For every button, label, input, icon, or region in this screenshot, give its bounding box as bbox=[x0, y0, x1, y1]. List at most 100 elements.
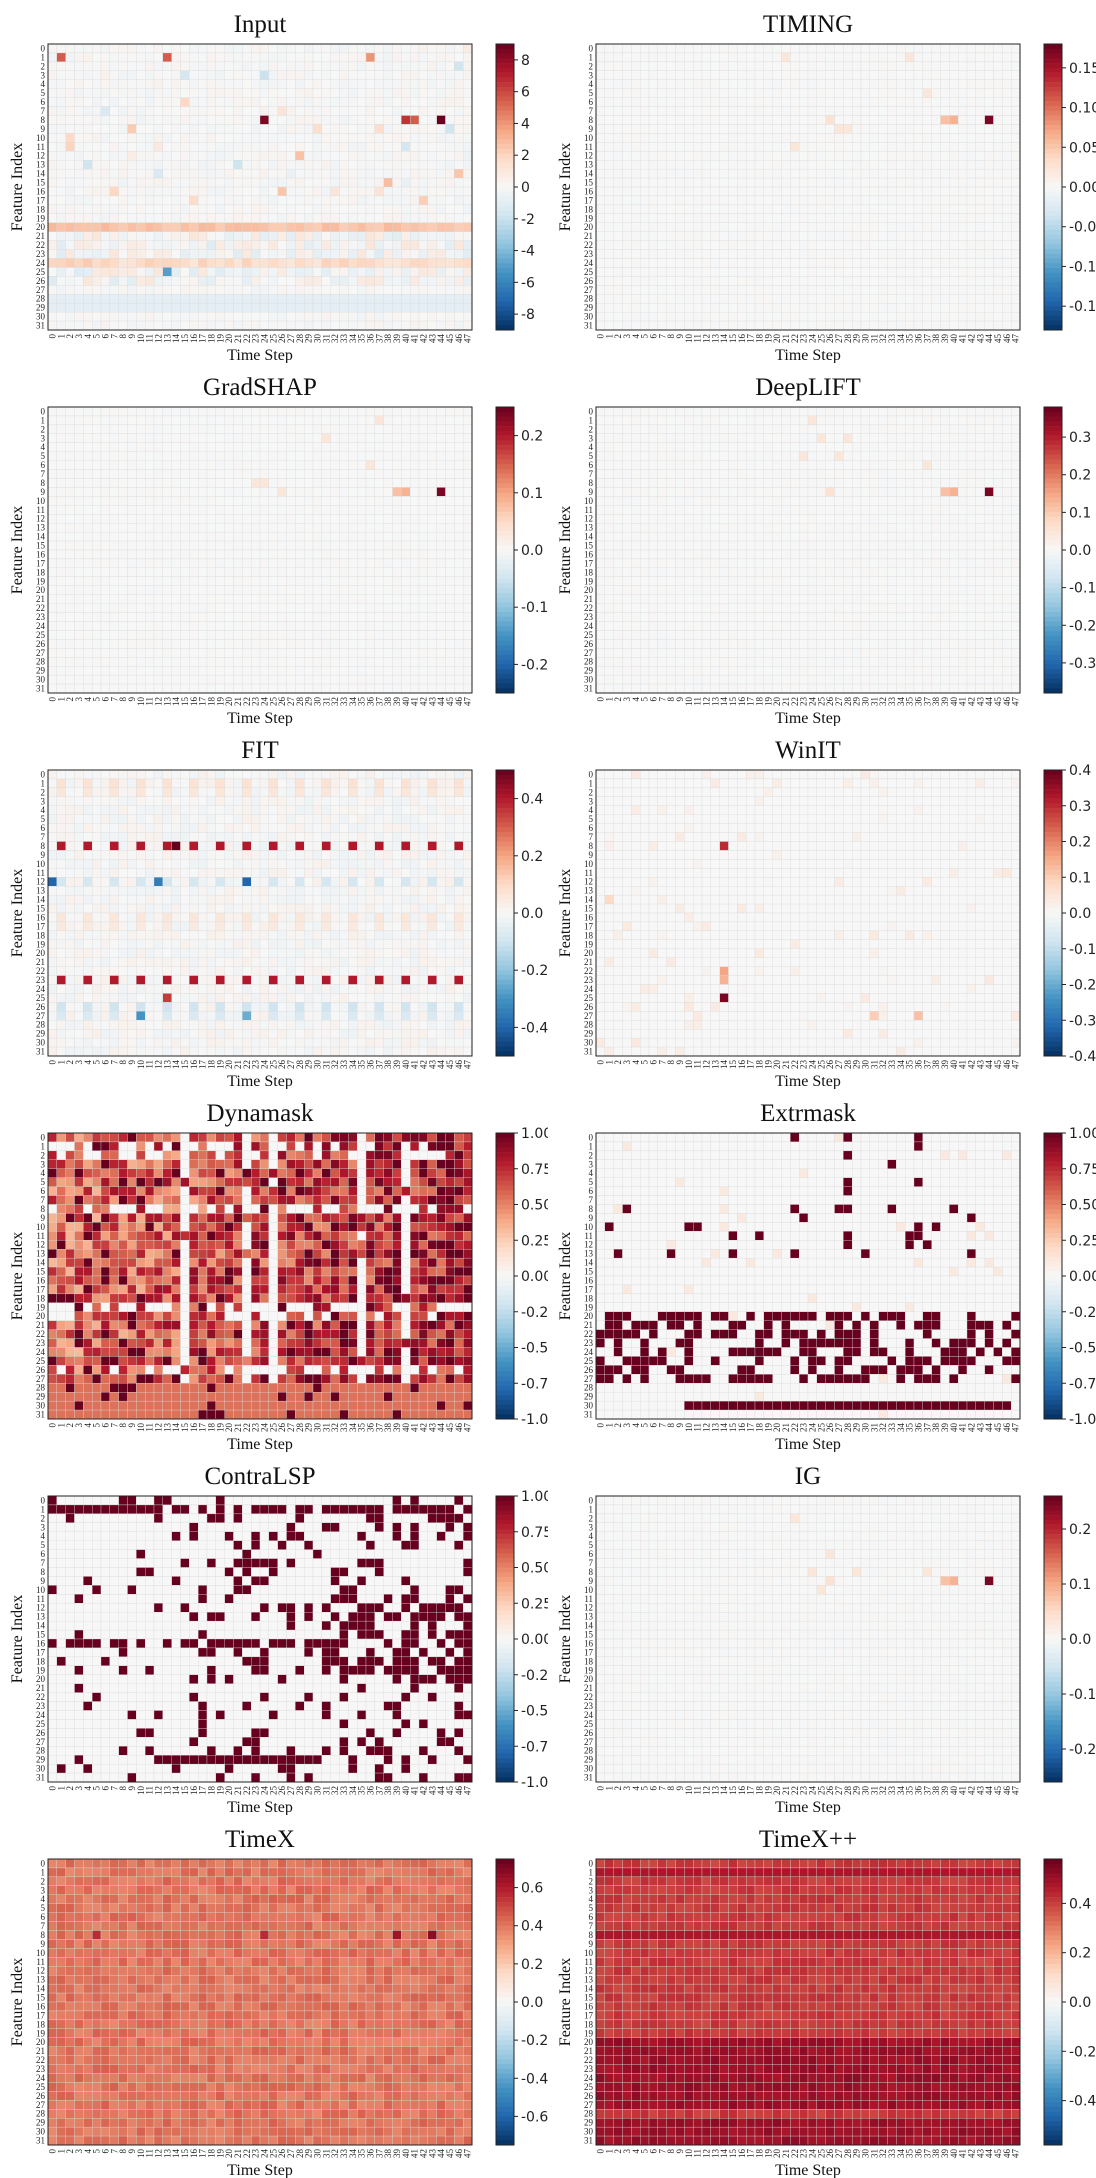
heatmap-cell bbox=[356, 204, 367, 215]
heatmap-cell bbox=[268, 151, 278, 161]
heatmap-cell bbox=[816, 294, 826, 304]
heatmap-cell bbox=[197, 460, 208, 470]
heatmap-cell bbox=[922, 133, 932, 143]
heatmap-cell bbox=[180, 52, 190, 63]
heatmap-cell bbox=[1002, 240, 1012, 250]
heatmap-cell bbox=[356, 294, 367, 304]
heatmap-cell bbox=[136, 487, 146, 497]
heatmap-cell bbox=[277, 674, 287, 685]
heatmap-cell bbox=[224, 258, 234, 268]
heatmap-cell bbox=[136, 460, 146, 470]
heatmap-cell bbox=[56, 222, 66, 232]
heatmap-cell bbox=[233, 666, 243, 676]
heatmap-cell bbox=[47, 311, 58, 322]
heatmap-cell bbox=[745, 160, 756, 170]
heatmap-cell bbox=[206, 585, 217, 595]
heatmap-cell bbox=[878, 303, 888, 313]
heatmap-cell bbox=[745, 249, 756, 259]
heatmap-cell bbox=[604, 151, 614, 161]
heatmap-cell bbox=[728, 311, 738, 322]
heatmap-cell bbox=[286, 478, 296, 488]
heatmap-cell bbox=[860, 106, 871, 116]
heatmap-cell bbox=[798, 168, 809, 179]
heatmap-cell bbox=[966, 142, 977, 152]
heatmap-cell bbox=[83, 451, 93, 461]
heatmap-cell bbox=[197, 133, 208, 143]
heatmap-cell bbox=[957, 186, 968, 197]
heatmap-cell bbox=[83, 213, 93, 223]
heatmap-cell bbox=[153, 666, 164, 676]
heatmap-cell bbox=[763, 168, 773, 179]
heatmap-cell bbox=[427, 478, 437, 488]
heatmap-cell bbox=[843, 115, 853, 125]
heatmap-cell bbox=[745, 294, 756, 304]
heatmap-cell bbox=[250, 106, 261, 116]
heatmap-cell bbox=[109, 258, 119, 268]
heatmap-cell bbox=[984, 249, 994, 259]
heatmap-cell bbox=[878, 52, 888, 63]
heatmap-cell bbox=[409, 285, 420, 295]
heatmap-cell bbox=[436, 231, 446, 241]
heatmap-cell bbox=[286, 160, 296, 170]
heatmap-cell bbox=[197, 115, 208, 125]
y-tick-label: 22 bbox=[36, 603, 45, 613]
heatmap-cell bbox=[224, 133, 234, 143]
heatmap-cell bbox=[622, 222, 632, 232]
heatmap-cell bbox=[321, 585, 331, 595]
heatmap-cell bbox=[436, 195, 446, 206]
heatmap-cell bbox=[445, 514, 455, 524]
x-tick-label: 28 bbox=[295, 697, 305, 707]
heatmap-cell bbox=[807, 79, 818, 89]
heatmap-cell bbox=[860, 177, 871, 188]
heatmap-cell bbox=[622, 195, 632, 206]
heatmap-cell bbox=[321, 168, 331, 179]
heatmap-cell bbox=[127, 240, 137, 250]
heatmap-cell bbox=[303, 320, 314, 331]
heatmap-cell bbox=[383, 303, 393, 313]
heatmap-cell bbox=[834, 43, 844, 54]
heatmap-cell bbox=[189, 204, 199, 215]
heatmap-cell bbox=[83, 285, 93, 295]
heatmap-cell bbox=[851, 294, 862, 304]
heatmap-cell bbox=[401, 648, 411, 658]
heatmap-cell bbox=[109, 523, 119, 533]
heatmap-cell bbox=[913, 258, 924, 268]
heatmap-cell bbox=[745, 177, 756, 188]
heatmap-cell bbox=[684, 160, 694, 170]
heatmap-cell bbox=[781, 240, 791, 250]
heatmap-cell bbox=[869, 294, 879, 304]
heatmap-cell bbox=[339, 630, 349, 640]
heatmap-cell bbox=[100, 231, 111, 241]
heatmap-cell bbox=[966, 115, 977, 125]
heatmap-cell bbox=[790, 88, 800, 98]
heatmap-cell bbox=[639, 231, 650, 241]
heatmap-cell bbox=[675, 124, 685, 134]
heatmap-cell bbox=[356, 612, 367, 622]
heatmap-cell bbox=[303, 576, 314, 586]
heatmap-cell bbox=[392, 567, 402, 578]
heatmap-cell bbox=[692, 195, 703, 206]
heatmap-cell bbox=[860, 195, 871, 206]
y-tick-label: 6 bbox=[41, 460, 46, 470]
heatmap-cell bbox=[913, 195, 924, 206]
heatmap-cell bbox=[312, 674, 323, 685]
heatmap-cell bbox=[843, 294, 853, 304]
heatmap-cell bbox=[118, 478, 128, 488]
heatmap-cell bbox=[242, 231, 252, 241]
heatmap-cell bbox=[993, 276, 1003, 286]
heatmap-cell bbox=[171, 276, 181, 286]
heatmap-cell bbox=[887, 240, 897, 250]
y-tick-label: 2 bbox=[41, 424, 46, 434]
heatmap-cell bbox=[904, 294, 915, 304]
heatmap-cell bbox=[295, 204, 305, 215]
heatmap-cell bbox=[56, 97, 66, 107]
colorbar-tick-label: -8 bbox=[521, 307, 535, 323]
heatmap-cell bbox=[851, 195, 862, 206]
heatmap-cell bbox=[701, 97, 712, 107]
heatmap-cell bbox=[648, 303, 659, 313]
heatmap-cell bbox=[781, 97, 791, 107]
heatmap-cell bbox=[100, 523, 111, 533]
heatmap-cell bbox=[250, 240, 261, 250]
heatmap-cell bbox=[286, 531, 296, 542]
heatmap-cell bbox=[913, 294, 924, 304]
